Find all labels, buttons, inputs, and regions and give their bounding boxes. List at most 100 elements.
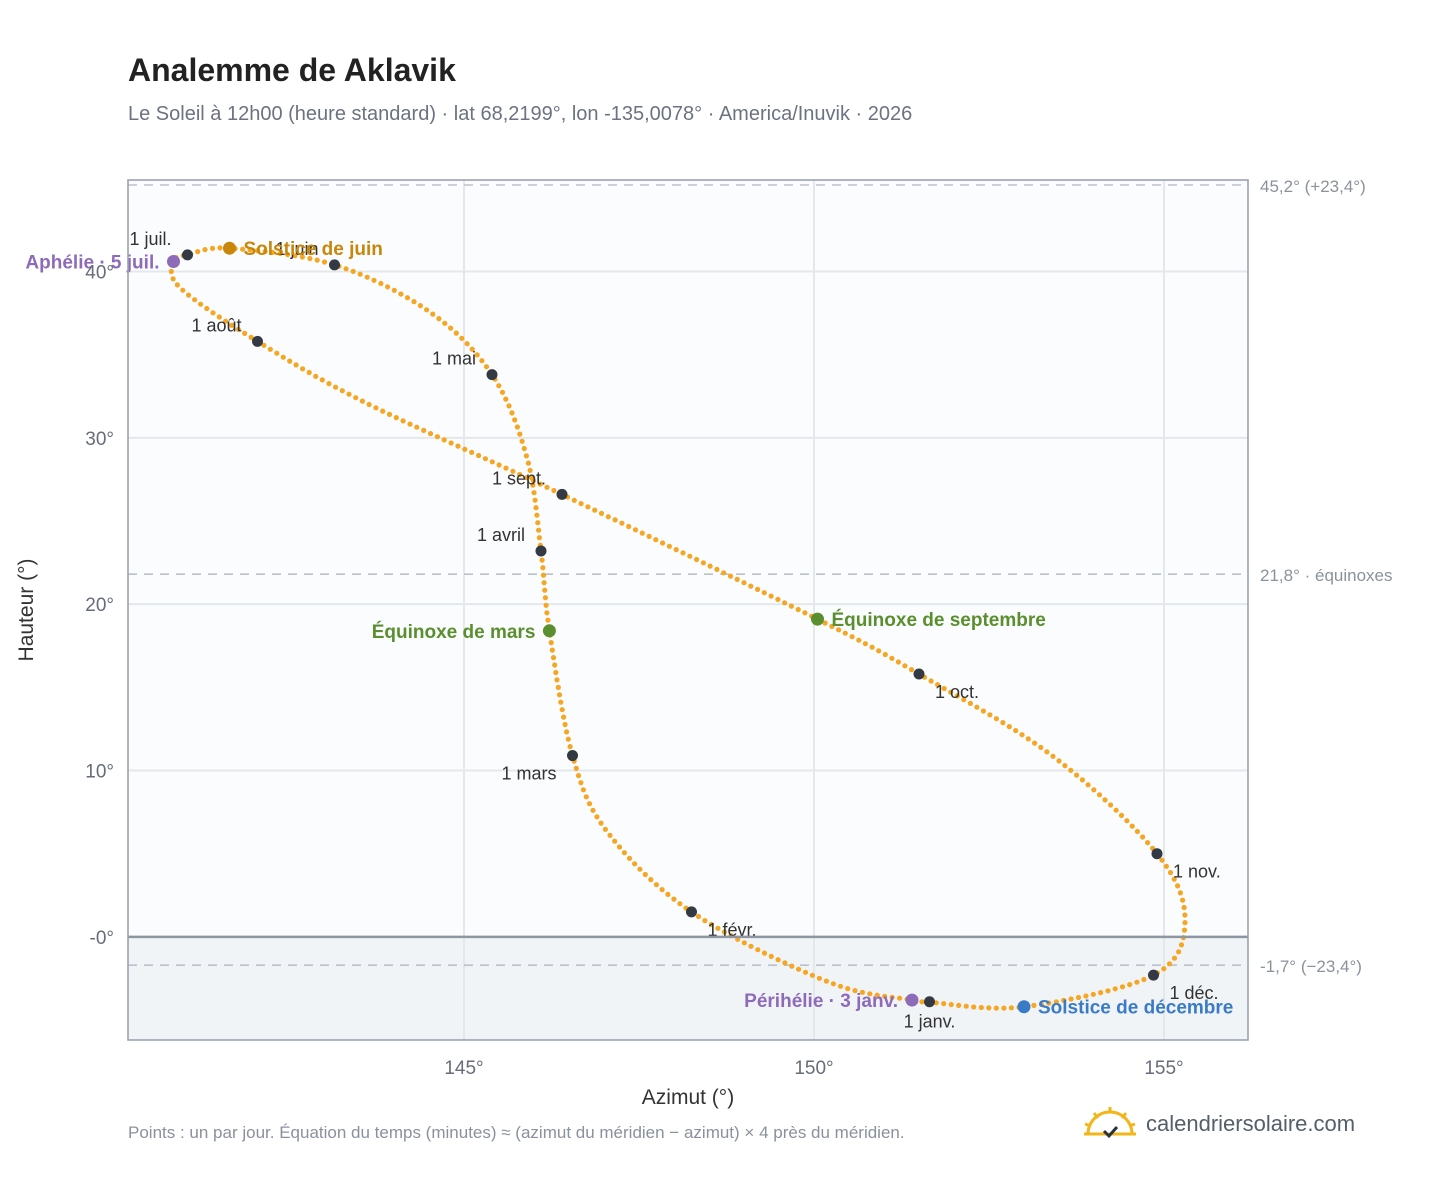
daily-sun-point [398,291,404,297]
daily-sun-point [782,600,788,606]
daily-sun-point [306,369,312,376]
month-marker-dot [913,668,925,680]
daily-sun-point [539,557,545,563]
daily-sun-point [665,891,671,898]
daily-sun-point [274,350,280,356]
y-tick-label: 30° [85,429,114,450]
daily-sun-point [897,995,903,1001]
daily-sun-point [343,266,349,272]
daily-sun-point [862,641,869,647]
daily-sun-point [823,978,830,984]
daily-sun-point [474,352,480,358]
brand-name: calendriersolaire.com [1146,1111,1356,1136]
daily-sun-point [400,418,406,424]
daily-sun-point [626,855,633,861]
daily-sun-point [534,512,540,518]
daily-sun-point [1000,720,1006,726]
month-marker-dot [182,249,193,261]
daily-sun-point [217,245,223,251]
daily-sun-point [919,999,925,1005]
daily-sun-point [235,326,241,332]
daily-sun-point [514,424,521,430]
daily-sun-point [562,721,568,728]
daily-sun-point [261,342,267,348]
daily-sun-point [836,627,842,633]
daily-sun-point [512,417,518,423]
daily-sun-point [536,535,543,541]
daily-sun-point [715,925,721,931]
daily-sun-point [285,251,291,258]
daily-sun-point [702,918,708,924]
x-tick-label: 150° [794,1058,833,1079]
daily-sun-point [646,533,652,540]
daily-sun-point [941,685,947,692]
daily-sun-point [453,330,459,336]
daily-sun-point [554,677,560,683]
daily-sun-point [544,610,550,616]
daily-sun-point [1102,797,1108,803]
daily-sun-point [673,547,679,553]
daily-sun-point [1091,787,1097,793]
daily-sun-point [517,471,523,478]
daily-sun-point [653,882,660,888]
daily-sun-point [170,276,176,282]
daily-sun-point [775,957,781,963]
daily-sun-point [748,943,754,949]
daily-sun-point [882,651,888,658]
event-marker-dot [223,241,236,255]
daily-sun-point [616,844,623,850]
daily-sun-point [192,297,198,303]
daily-sun-point [535,520,541,526]
month-marker-label: 1 janv. [904,1012,956,1032]
daily-sun-point [694,556,700,563]
y-axis-title: Hauteur (°) [15,559,38,662]
y-tick-label: 10° [85,762,114,783]
daily-sun-point [391,287,397,293]
daily-sun-point [796,966,802,972]
daily-sun-point [1025,736,1031,742]
daily-sun-point [299,254,305,260]
daily-sun-point [802,610,808,616]
daily-sun-point [867,991,873,997]
event-marker-label: Équinoxe de mars [372,621,536,643]
event-marker-dot [167,255,180,269]
daily-sun-point [385,284,391,290]
daily-sun-point [567,744,573,750]
daily-sun-point [551,487,557,494]
daily-sun-point [1098,990,1104,996]
daily-sun-point [637,866,643,872]
daily-sun-point [978,1004,984,1011]
daily-sun-point [1112,986,1118,992]
x-axis-title: Azimut (°) [642,1086,734,1109]
daily-sun-point [519,438,525,444]
daily-sun-point [357,271,363,277]
daily-sun-point [204,305,210,312]
daily-sun-point [542,587,548,593]
daily-sun-point [380,408,386,414]
daily-sun-point [928,678,934,684]
daily-sun-point [659,887,665,893]
daily-sun-point [436,316,442,322]
y-tick-label: 40° [85,262,114,283]
daily-sun-point [1079,777,1085,783]
y-tick-label: -0° [90,928,115,949]
daily-sun-point [1062,763,1068,769]
daily-sun-point [565,736,571,742]
daily-sun-point [202,247,208,253]
x-tick-label: 145° [444,1058,483,1079]
daily-sun-point [580,787,587,793]
daily-sun-point [556,692,563,698]
daily-sun-point [1013,728,1019,734]
daily-sun-point [1176,949,1182,955]
brand-logo[interactable]: calendriersolaire.com [1082,1104,1355,1144]
month-marker-label: 1 juil. [129,229,171,249]
daily-sun-point [1085,782,1091,788]
reference-line-label: 45,2° (+23,4°) [1260,177,1366,196]
daily-sun-point [1056,758,1062,764]
daily-sun-point [889,655,895,661]
daily-sun-point [277,250,283,256]
daily-sun-point [552,662,558,668]
daily-sun-point [553,669,559,676]
month-marker-label: 1 août [191,315,241,335]
daily-sun-point [559,707,565,713]
